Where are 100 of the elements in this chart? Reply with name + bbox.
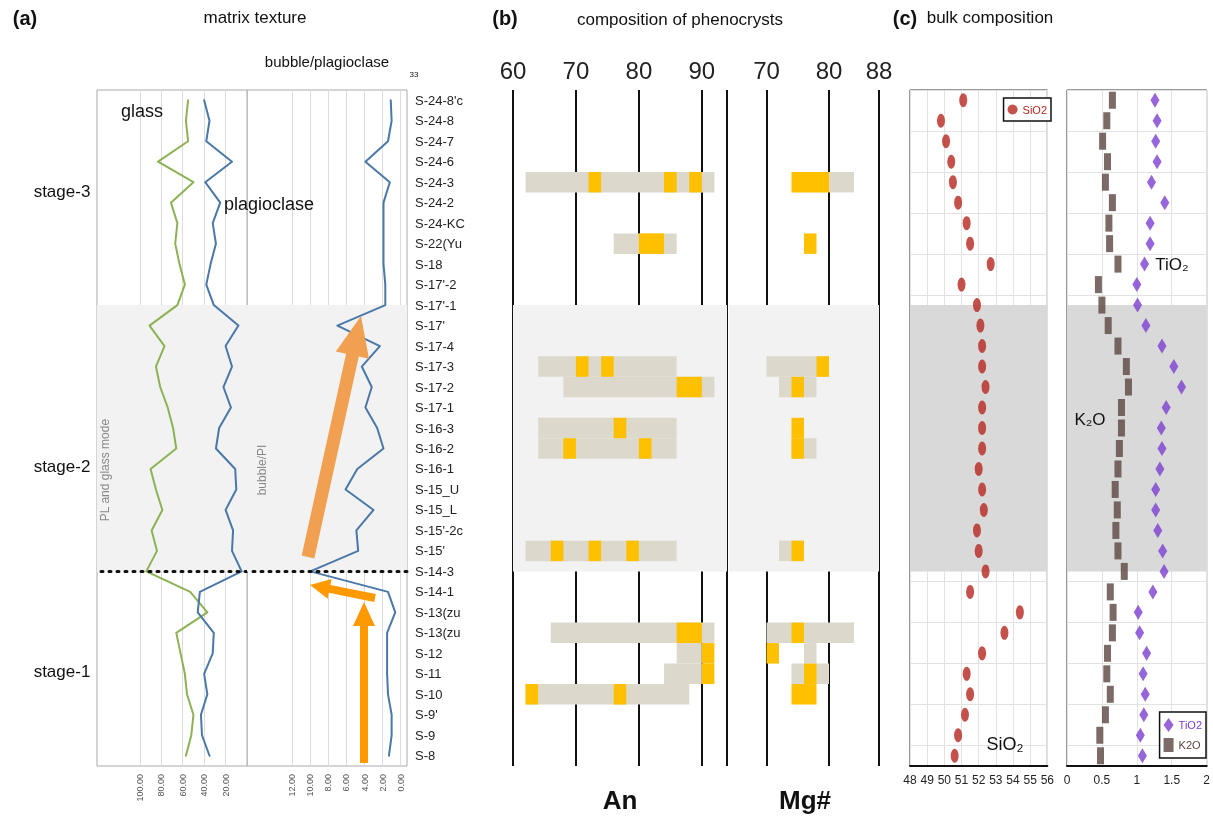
x-tick-label: 60 (499, 56, 527, 84)
y-tick-label: S-22(Yu (415, 236, 462, 252)
bar (638, 438, 652, 459)
x-tick-label: 4.00 (359, 774, 370, 792)
bar (550, 540, 564, 562)
x-tick-label: 0.5 (1093, 773, 1111, 787)
bar (804, 233, 817, 254)
y-tick-label: S-17-4 (415, 338, 455, 354)
bar (791, 540, 804, 562)
y-tick-label: S-15_U (415, 481, 460, 497)
x-tick-label: 100.00 (134, 774, 145, 802)
x-tick-label: 6.00 (341, 774, 352, 792)
x-tick-label: 20.00 (220, 774, 231, 797)
text: stage-2 (33, 456, 91, 477)
y-tick-label: S-15' (415, 543, 445, 559)
text: (c) (892, 7, 918, 29)
chart-title: bulk composition (926, 7, 1054, 28)
text: stage-3 (33, 181, 91, 202)
y-tick-label: S-13(zu (415, 604, 461, 620)
x-tick-label: 55 (1023, 773, 1038, 787)
x-tick-label: 2 (1203, 773, 1211, 787)
y-tick-label: S-24-7 (415, 133, 455, 149)
legend-label: K2O (1178, 739, 1202, 751)
x-tick-label: 10.00 (305, 774, 316, 797)
annotation: TiO₂ (1155, 254, 1189, 275)
text: (b) (492, 7, 518, 29)
x-tick-label: 50 (937, 773, 952, 787)
y-tick-label: S-17-3 (415, 359, 455, 375)
y-tick-label: S-17-1 (415, 400, 455, 416)
bar (525, 684, 539, 705)
chart-title: matrix texture (203, 7, 307, 28)
bar (664, 171, 677, 193)
y-tick-label: S-15'-2c (415, 522, 464, 538)
y-tick-label: S-16-2 (415, 440, 455, 456)
x-tick-label: 40.00 (199, 774, 210, 797)
x-tick-label: 53 (989, 773, 1003, 787)
x-tick-label: 88 (865, 56, 893, 84)
y-tick-label: S-24-3 (415, 174, 455, 190)
x-tick-label: 0.00 (395, 774, 406, 792)
x-tick-label: 48 (903, 773, 917, 787)
annotation: SiO₂ (986, 734, 1024, 755)
x-tick-label: 1.5 (1163, 773, 1181, 787)
x-tick-label: 52 (971, 773, 986, 787)
bar (601, 356, 614, 377)
y-tick-label: S-15_L (415, 502, 457, 518)
y-tick-label: S-11 (415, 666, 442, 682)
y-axis-title: bubble/PI (255, 444, 270, 496)
x-tick-label: 60.00 (177, 774, 188, 797)
y-axis-title: PL and glass mode (98, 418, 113, 522)
bar (689, 171, 702, 193)
bar (676, 622, 702, 644)
y-tick-label: S-14-3 (415, 563, 455, 579)
x-tick-label: 1 (1133, 773, 1141, 787)
y-tick-label: S-9' (415, 707, 438, 723)
legend-label: TiO2 (1178, 719, 1203, 731)
chart-title: composition of phenocrysts (577, 9, 783, 30)
y-tick-label: S-24-6 (415, 154, 455, 170)
y-tick-label: S-16-3 (415, 420, 455, 436)
y-tick-label: S-9 (415, 727, 436, 743)
bar (588, 171, 602, 193)
bar (791, 171, 829, 193)
x-tick-label: 51 (954, 773, 969, 787)
x-tick-label: 90 (688, 56, 716, 84)
y-tick-label: S-14-1 (415, 584, 455, 600)
bar (575, 356, 589, 377)
bar (676, 376, 702, 398)
y-tick-label: S-24-2 (415, 195, 455, 211)
bar (791, 376, 804, 398)
bar (613, 417, 627, 439)
text: (a) (12, 7, 38, 29)
series-label: glass (120, 101, 164, 122)
series-label: plagioclase (223, 194, 315, 215)
bar (791, 622, 804, 644)
bar (638, 233, 665, 254)
x-axis-title: An (602, 784, 638, 815)
x-tick-label: 56 (1040, 773, 1055, 787)
y-tick-label: S-8 (415, 748, 436, 764)
y-tick-label: S-12 (415, 645, 443, 661)
y-tick-label: S-24-8'c (415, 92, 464, 108)
x-tick-label: 8.00 (323, 774, 334, 792)
y-tick-label: S-10 (415, 686, 443, 702)
x-tick-label: 80 (625, 56, 653, 84)
x-tick-label: 49 (920, 773, 935, 787)
y-tick-label: S-18 (415, 256, 443, 272)
x-tick-label: 54 (1006, 773, 1020, 787)
x-tick-label: 80.00 (156, 774, 167, 797)
x-tick-label: 12.00 (287, 774, 298, 797)
y-tick-label: S-24-KC (415, 215, 465, 231)
y-tick-label: S-17'-1 (415, 297, 457, 313)
bar (613, 684, 627, 705)
bar (766, 643, 779, 664)
y-tick-label: S-16-1 (415, 461, 455, 477)
y-tick-label: S-17' (415, 318, 445, 334)
bar (626, 540, 639, 562)
text: stage-1 (33, 661, 91, 682)
y-tick-label: S-13(zu (415, 625, 461, 641)
chart-title: bubble/plagioclase (264, 52, 390, 71)
x-tick-label: 70 (562, 56, 590, 84)
bar (563, 438, 576, 459)
x-tick-label: 70 (753, 56, 780, 84)
